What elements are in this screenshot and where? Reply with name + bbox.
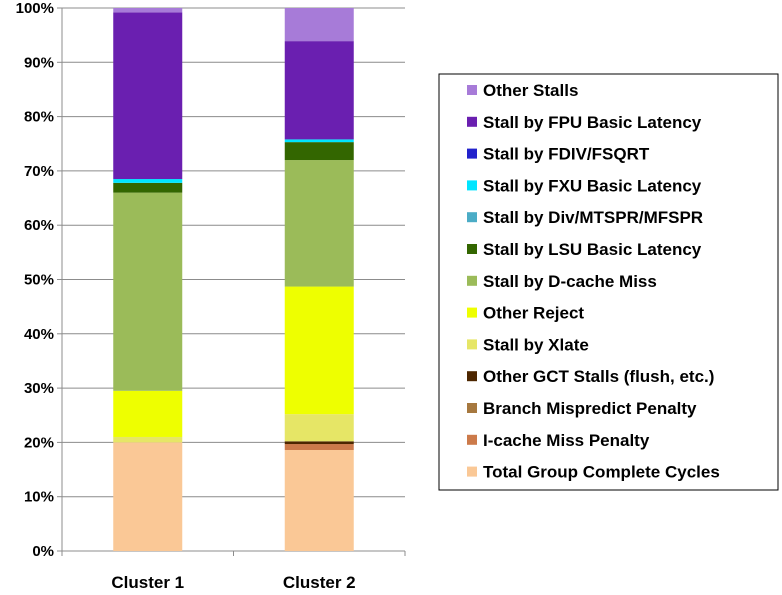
legend-swatch (467, 275, 477, 286)
legend-swatch (467, 148, 477, 159)
legend-box (438, 73, 779, 491)
legend-label: Stall by Div/MTSPR/MFSPR (483, 208, 703, 227)
y-tick-label: 100% (16, 0, 54, 17)
bar-segment-2-6 (284, 286, 354, 415)
y-tick-label: 90% (24, 54, 54, 71)
bar-segment-1-6 (113, 390, 183, 437)
legend-swatch (467, 371, 477, 382)
legend-label: Stall by FPU Basic Latency (483, 113, 702, 132)
y-tick-label: 10% (24, 489, 54, 506)
bar-segment-2-12 (284, 41, 354, 140)
bar-segment-1-5 (113, 436, 183, 443)
x-category-label: Cluster 1 (111, 573, 184, 590)
legend-swatch (467, 85, 477, 95)
y-tick-label: 80% (24, 109, 54, 126)
y-tick-label: 30% (24, 380, 54, 397)
legend-label: Stall by FXU Basic Latency (483, 176, 702, 195)
bar-segment-1-13 (113, 8, 183, 13)
legend-swatch (467, 212, 477, 223)
legend-label: Other Reject (483, 304, 584, 323)
y-tick-label: 20% (24, 434, 54, 451)
bar-segment-1-7 (113, 192, 183, 391)
bar-segment-2-2 (284, 444, 354, 451)
legend-label: Stall by Xlate (483, 335, 589, 354)
bars (113, 8, 354, 551)
y-tick-label: 0% (32, 543, 54, 560)
y-tick-label: 40% (24, 326, 54, 343)
legend-swatch (467, 466, 477, 477)
bar-segment-2-7 (284, 160, 354, 287)
legend-label: Total Group Complete Cycles (483, 463, 720, 482)
bar-segment-2-5 (284, 414, 354, 442)
bar-segment-2-13 (284, 8, 354, 42)
legend-swatch (467, 434, 477, 445)
legend-swatch (467, 244, 477, 254)
legend: Other Stalls Stall by FPU Basic Latency St… (438, 73, 779, 491)
legend-label: Stall by LSU Basic Latency (483, 240, 702, 259)
y-tick-label: 50% (24, 272, 54, 289)
legend-label: Stall by FDIV/FSQRT (483, 145, 650, 164)
legend-swatch (467, 339, 477, 350)
bar-segment-2-1 (284, 450, 354, 551)
legend-swatch (467, 403, 477, 413)
bar-segment-1-12 (113, 12, 183, 180)
bar-segment-2-8 (284, 142, 354, 161)
legend-swatch (467, 180, 477, 191)
axis-labels: 0% 10% 20% 30% 40% 50% 60% 70% 80% 90% 100% Cluster… (16, 0, 356, 592)
legend-label: Other GCT Stalls (flush, etc.) (483, 367, 714, 386)
bar-segment-2-10 (284, 139, 354, 143)
bar-segment-1-10 (113, 179, 183, 183)
legend-label: Other Stalls (483, 81, 578, 100)
legend-label: Stall by D-cache Miss (483, 272, 657, 291)
x-category-label: Cluster 2 (283, 573, 356, 590)
bar-segment-2-4 (284, 441, 354, 445)
y-tick-label: 70% (24, 163, 54, 180)
legend-swatch (467, 307, 477, 318)
bar-segment-1-8 (113, 182, 183, 193)
legend-swatch (467, 116, 477, 127)
bar-segment-1-1 (113, 442, 183, 551)
legend-label: Branch Mispredict Penalty (483, 399, 697, 418)
y-tick-label: 60% (24, 217, 54, 234)
legend-label: I-cache Miss Penalty (483, 431, 650, 450)
